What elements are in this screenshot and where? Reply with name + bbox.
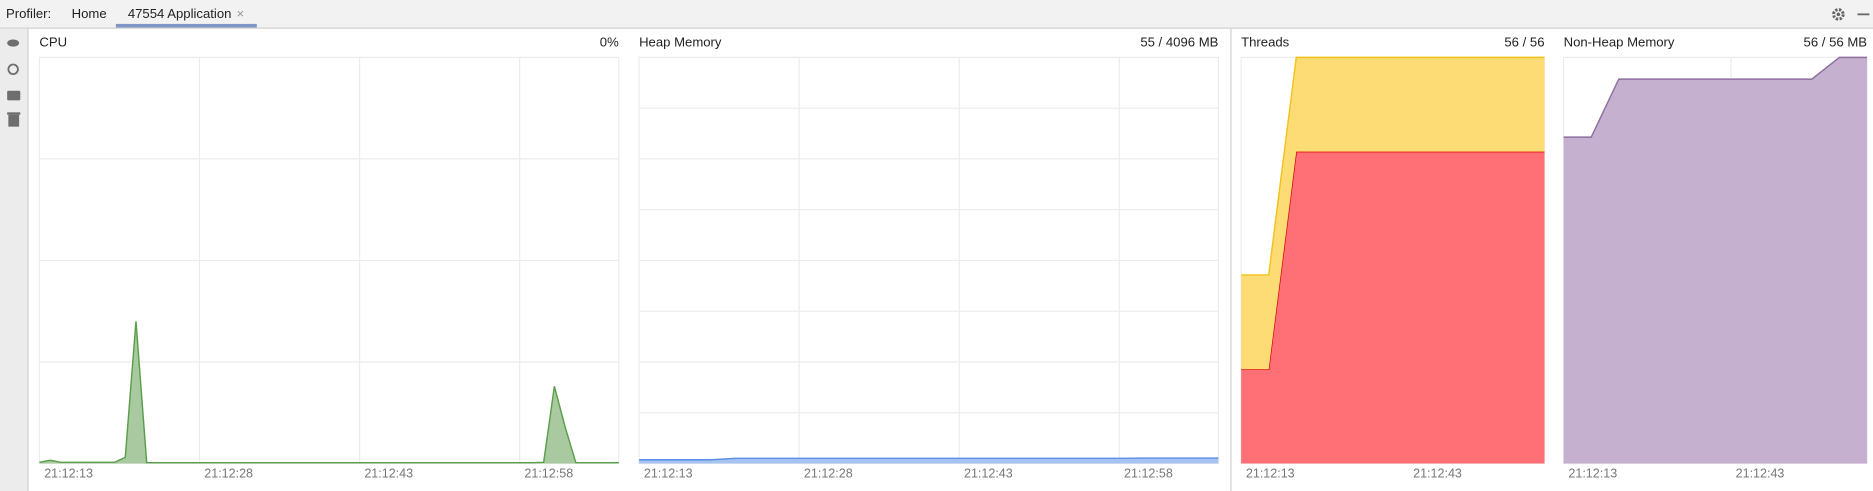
series-line	[1563, 56, 1868, 138]
x-tick-label: 21:12:13	[644, 467, 693, 481]
x-tick-label: 21:12:43	[964, 467, 1013, 481]
x-tick-label: 21:12:28	[804, 467, 853, 481]
x-tick-label: 21:12:13	[44, 467, 93, 481]
x-tick-label: 21:12:43	[1413, 467, 1462, 481]
series-area	[639, 458, 1219, 464]
panel-title: Threads	[1241, 34, 1290, 49]
series-line	[39, 321, 619, 464]
series-area	[39, 321, 619, 464]
panel-value: 0%	[600, 34, 619, 49]
tab[interactable]: 47554 Application	[128, 6, 232, 21]
x-tick-label: 21:12:43	[1736, 467, 1785, 481]
toolbar-label: Profiler:	[6, 6, 51, 21]
tab-underline	[115, 23, 257, 28]
tab-close[interactable]: ×	[237, 6, 245, 21]
tab[interactable]: Home	[72, 6, 107, 21]
x-tick-label: 21:12:58	[1124, 467, 1173, 481]
x-tick-label: 21:12:43	[364, 467, 413, 481]
panel-title: CPU	[39, 34, 67, 49]
x-tick-label: 21:12:58	[524, 467, 573, 481]
series-area	[1241, 151, 1545, 464]
series-area	[1241, 57, 1545, 370]
x-tick-label: 21:12:28	[204, 467, 253, 481]
sidebar	[0, 28, 28, 491]
series-line	[1241, 56, 1545, 276]
x-tick-label: 21:12:13	[1246, 467, 1295, 481]
settings-icon[interactable]	[1832, 8, 1845, 21]
panel-value: 56 / 56	[1504, 34, 1544, 49]
panel-value: 55 / 4096 MB	[1140, 34, 1218, 49]
x-tick-label: 21:12:13	[1568, 467, 1617, 481]
panel-title: Non-Heap Memory	[1564, 34, 1675, 49]
panel-title: Heap Memory	[639, 34, 722, 49]
panel-value: 56 / 56 MB	[1804, 34, 1868, 49]
series-line	[639, 457, 1219, 461]
sidebar-icons[interactable]	[7, 39, 21, 127]
series-area	[1563, 57, 1868, 464]
toolbar	[0, 0, 1873, 28]
